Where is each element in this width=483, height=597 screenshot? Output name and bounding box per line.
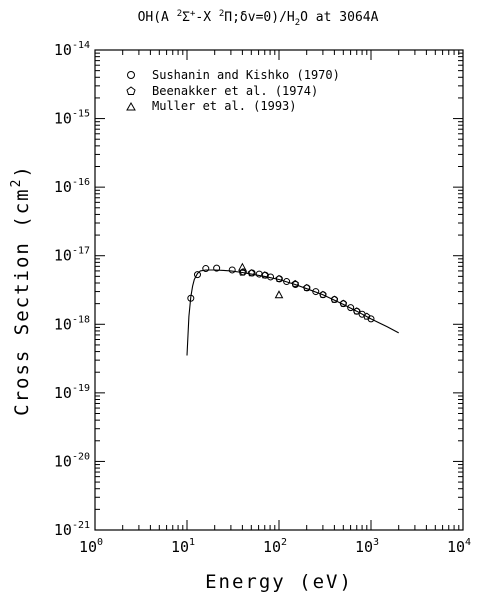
- point-pentagon: [275, 274, 283, 282]
- y-tick-label: 10-15: [54, 109, 90, 128]
- x-tick-label: 102: [263, 537, 287, 556]
- y-tick-label: 10-16: [54, 177, 90, 196]
- legend-marker-pentagon: [126, 86, 136, 95]
- point-pentagon: [339, 299, 347, 307]
- point-pentagon: [261, 271, 269, 279]
- point-pentagon: [330, 295, 339, 303]
- legend-label-2: Muller et al. (1993): [152, 99, 297, 113]
- legend: Sushanin and Kishko (1970) Beenakker et …: [126, 68, 340, 113]
- x-tick-label: 101: [171, 537, 195, 556]
- y-tick-label: 10-14: [54, 40, 90, 59]
- point-circle: [228, 266, 236, 274]
- chart-title: OH(A 2Σ+-X 2Π;δv=0)/H2O at 3064A: [138, 9, 379, 28]
- point-circle: [213, 264, 221, 272]
- x-tick-label: 100: [79, 537, 103, 556]
- point-circle: [193, 271, 201, 279]
- y-tick-labels: 10-21 10-20 10-19 10-18 10-17 10-16 10-15 10-14: [54, 40, 90, 539]
- x-tick-label: 103: [355, 537, 379, 556]
- y-axis-label: Cross Section (cm2): [9, 164, 33, 416]
- point-pentagon: [247, 269, 255, 277]
- point-triangle: [238, 262, 247, 271]
- x-tick-label: 104: [447, 537, 471, 556]
- x-tick-labels: 100 101 102 103 104: [79, 537, 471, 556]
- legend-label-1: Beenakker et al. (1974): [152, 84, 318, 98]
- point-pentagon: [363, 312, 371, 320]
- point-pentagon: [319, 290, 327, 298]
- point-pentagon: [303, 283, 311, 291]
- point-circle: [267, 273, 275, 281]
- point-circle: [202, 265, 210, 273]
- point-pentagon: [291, 279, 299, 287]
- plot-frame: [94, 49, 464, 531]
- axis-ticks: [94, 50, 463, 531]
- legend-marker-triangle: [126, 101, 136, 111]
- y-tick-label: 10-18: [54, 314, 90, 333]
- y-tick-label: 10-20: [54, 451, 90, 470]
- point-pentagon: [238, 268, 247, 276]
- point-circle: [187, 294, 195, 302]
- y-tick-label: 10-21: [54, 520, 90, 539]
- point-triangle: [274, 290, 284, 299]
- data-points: [187, 262, 375, 323]
- x-axis-label: Energy (eV): [205, 571, 353, 593]
- y-tick-label: 10-19: [54, 383, 90, 402]
- y-tick-label: 10-17: [54, 246, 90, 265]
- point-circle: [347, 304, 355, 312]
- point-circle: [312, 288, 320, 296]
- point-circle: [283, 278, 291, 286]
- legend-label-0: Sushanin and Kishko (1970): [152, 68, 340, 82]
- legend-marker-circle: [127, 71, 135, 79]
- point-pentagon: [353, 307, 361, 315]
